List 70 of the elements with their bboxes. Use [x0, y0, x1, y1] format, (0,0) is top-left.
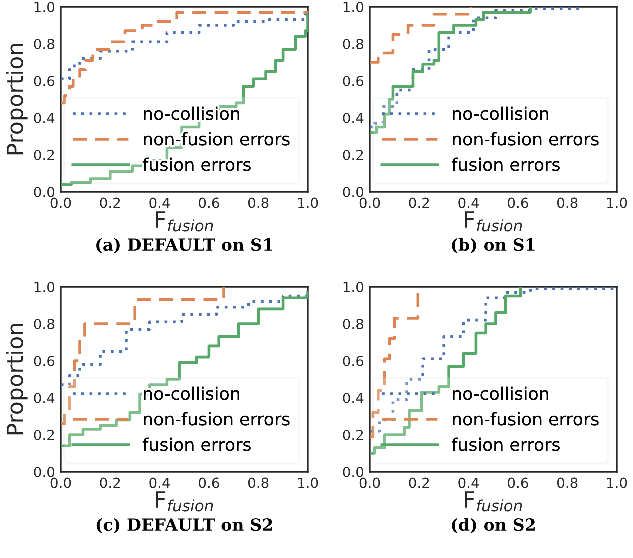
x-tick-label: 0.6 — [199, 478, 220, 488]
legend-label: fusion errors — [142, 158, 251, 172]
y-tick-label: 0.8 — [34, 38, 54, 50]
x-tick-label: 0.8 — [248, 478, 269, 488]
legend-label: non-fusion errors — [144, 132, 290, 146]
legend-label: fusion errors — [452, 438, 560, 452]
x-axis-title: F$_{fusion}$ — [156, 212, 214, 232]
legend-label: fusion errors — [452, 158, 560, 172]
y-tick-label: 0.2 — [34, 150, 54, 160]
y-tick-label: 0.8 — [343, 38, 364, 50]
legend-label: non-fusion errors — [453, 132, 599, 146]
legend-label: no-collision — [144, 386, 240, 400]
x-tick-label: 1.0 — [607, 198, 628, 208]
x-tick-label: 1.0 — [607, 478, 628, 488]
x-axis-title: F$_{fusion}$ — [465, 492, 522, 512]
x-tick-label: 0.8 — [557, 198, 578, 208]
x-tick-label: 0.8 — [557, 478, 578, 488]
text: (b) on S1 — [452, 238, 535, 254]
y-tick-label: 0.6 — [34, 356, 55, 366]
x-tick-label: 0.4 — [458, 198, 480, 208]
legend-label: non-fusion errors — [453, 412, 599, 426]
x-tick-label: 0.0 — [50, 478, 72, 488]
y-tick-label: 0.6 — [343, 356, 364, 366]
y-tick-label: 0.4 — [34, 112, 55, 124]
x-tick-label: 0.6 — [199, 198, 220, 208]
y-tick-label: 1.0 — [34, 2, 55, 12]
x-tick-label: 0.2 — [100, 478, 120, 488]
x-tick-label: 0.4 — [150, 478, 170, 488]
x-tick-label: 0.0 — [360, 198, 380, 208]
x-tick-label: 0.6 — [508, 198, 528, 208]
y-tick-label: 0.0 — [343, 466, 364, 478]
x-tick-label: 0.4 — [150, 198, 170, 208]
text: (c) DEFAULT on S2 — [96, 518, 272, 534]
y-tick-label: 0.4 — [343, 392, 364, 404]
y-tick-label: 1.0 — [344, 2, 364, 12]
legend-label: no-collision — [453, 106, 548, 120]
y-tick-label: 0.8 — [34, 318, 54, 330]
y-tick-label: 0.4 — [343, 112, 364, 124]
y-tick-label: 0.6 — [34, 76, 55, 86]
y-axis-title: Proportion — [6, 44, 28, 155]
y-tick-label: 0.2 — [343, 150, 364, 160]
legend-label: no-collision — [144, 106, 240, 120]
legend-label: fusion errors — [142, 438, 251, 452]
y-tick-label: 0.4 — [34, 392, 55, 404]
x-tick-label: 0.6 — [508, 478, 528, 488]
y-tick-label: 1.0 — [344, 282, 364, 292]
y-tick-label: 0.6 — [343, 76, 364, 86]
x-tick-label: 0.0 — [50, 198, 72, 208]
x-tick-label: 0.8 — [248, 198, 269, 208]
x-axis-title: F$_{fusion}$ — [465, 212, 522, 232]
y-tick-label: 0.2 — [34, 430, 54, 440]
text: (a) DEFAULT on S1 — [96, 238, 272, 254]
x-tick-label: 0.2 — [409, 198, 430, 208]
text: (d) on S2 — [452, 518, 535, 534]
x-tick-label: 0.2 — [409, 478, 430, 488]
y-tick-label: 1.0 — [34, 282, 55, 292]
y-tick-label: 0.0 — [34, 466, 55, 478]
y-axis-title: Proportion — [6, 324, 28, 435]
y-tick-label: 0.8 — [343, 318, 364, 330]
y-tick-label: 0.0 — [34, 186, 55, 198]
x-tick-label: 0.2 — [100, 198, 120, 208]
x-tick-label: 0.4 — [458, 478, 480, 488]
legend-label: non-fusion errors — [144, 412, 290, 426]
legend-label: no-collision — [453, 386, 548, 400]
x-axis-title: F$_{fusion}$ — [156, 492, 214, 512]
x-tick-label: 0.0 — [360, 478, 380, 488]
x-tick-label: 1.0 — [298, 198, 318, 208]
y-tick-label: 0.0 — [343, 186, 364, 198]
x-tick-label: 1.0 — [298, 478, 318, 488]
y-tick-label: 0.2 — [343, 430, 364, 440]
